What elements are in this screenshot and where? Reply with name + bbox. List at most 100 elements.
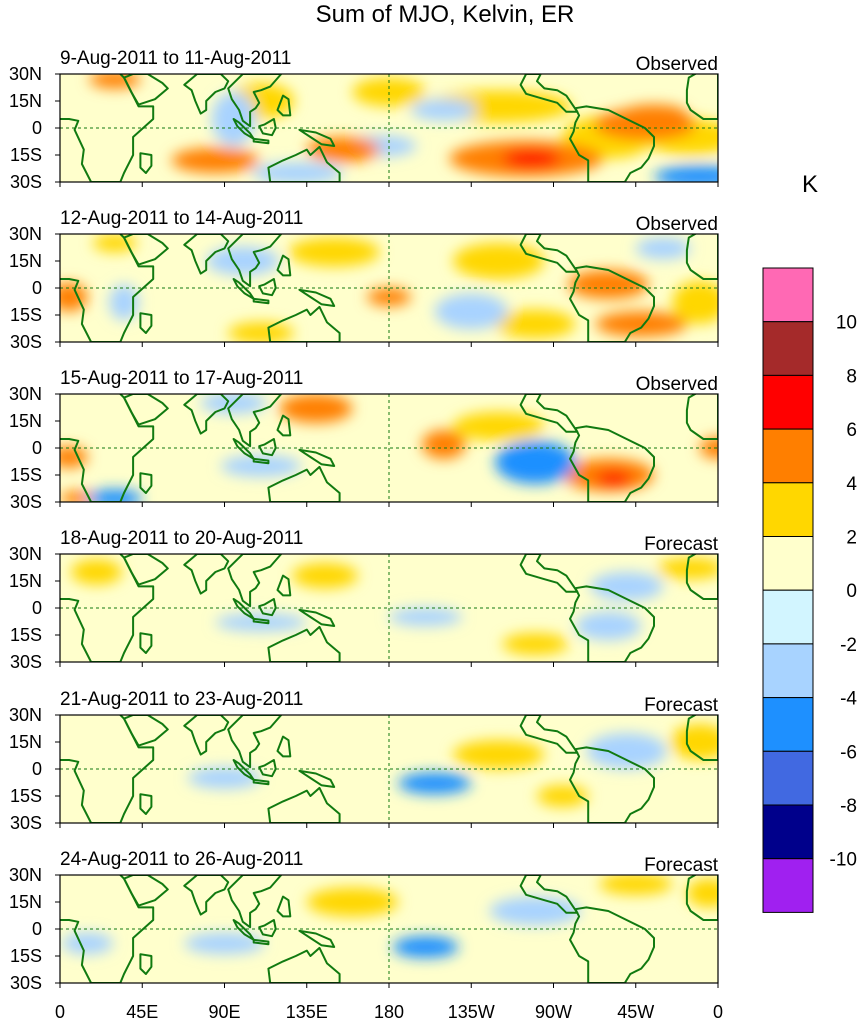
- coastline-centralam: [519, 715, 579, 754]
- anomaly-blob: [495, 309, 576, 339]
- coastline-india: [183, 234, 230, 275]
- colorbar-label: -4: [840, 689, 857, 710]
- panel-period: 24-Aug-2011 to 26-Aug-2011: [60, 849, 303, 870]
- panel-6: 30N 15N 0 15S 30S 24-Aug-2011 to 26-Aug-2011 F…: [9, 849, 719, 993]
- anomaly-blob: [489, 896, 581, 926]
- anomaly-blob: [672, 280, 718, 324]
- y-tick-label: 30S: [10, 652, 42, 672]
- coastline-borneo: [258, 598, 277, 617]
- coastline-southam: [569, 906, 655, 983]
- coastline-southam: [569, 585, 655, 662]
- panel-status: Observed: [636, 54, 718, 75]
- colorbar-label: 2: [846, 528, 857, 549]
- coastline-australia: [267, 946, 341, 983]
- coastline-madagascar: [139, 793, 153, 815]
- y-tick-label: 15N: [9, 732, 42, 752]
- colorbar-label: -8: [840, 796, 857, 817]
- coastline-africa: [60, 394, 155, 502]
- y-tick-label: 30N: [9, 865, 42, 885]
- y-tick-label: 0: [32, 438, 42, 458]
- anomaly-blob: [657, 557, 718, 580]
- y-tick-label: 15S: [10, 625, 42, 645]
- anomaly-blob: [306, 137, 380, 163]
- y-tick-label: 30N: [9, 224, 42, 244]
- anomaly-blob: [392, 936, 459, 958]
- panel-status: Observed: [636, 374, 718, 395]
- colorbar-label: 4: [846, 474, 857, 495]
- coastline-australia: [267, 625, 341, 662]
- coastline-australia: [267, 305, 341, 342]
- anomaly-blob: [593, 108, 697, 141]
- anomaly-blob: [635, 237, 691, 260]
- coastline-arabia: [123, 74, 169, 106]
- x-tick-label: 0: [55, 1002, 65, 1022]
- anomaly-blob: [89, 74, 141, 89]
- coastline-centralam: [519, 74, 579, 113]
- colorbar-label: 10: [836, 313, 857, 334]
- y-tick-label: 15S: [10, 946, 42, 966]
- coastline-madagascar: [139, 472, 153, 494]
- anomaly-blob: [87, 489, 143, 502]
- coastline-newguinea: [298, 288, 336, 307]
- y-tick-label: 30S: [10, 332, 42, 352]
- anomaly-blob: [595, 311, 687, 337]
- coastline-borneo: [258, 118, 277, 137]
- y-tick-label: 0: [32, 759, 42, 779]
- y-tick-label: 30N: [9, 384, 42, 404]
- panel-period: 9-Aug-2011 to 11-Aug-2011: [60, 48, 291, 69]
- y-tick-label: 30S: [10, 973, 42, 993]
- y-tick-label: 0: [32, 919, 42, 939]
- coastline-africa: [60, 715, 155, 823]
- coastline-africa: [60, 554, 155, 662]
- coastline-madagascar: [139, 152, 153, 174]
- colorbar-label: -6: [840, 742, 857, 763]
- anomaly-blob: [670, 724, 718, 760]
- panel-status: Forecast: [644, 534, 719, 555]
- coastline-centralam: [519, 394, 579, 433]
- coastline-borneo: [258, 438, 277, 457]
- coastline-westafrica: [685, 554, 718, 600]
- anomaly-blob: [452, 412, 545, 441]
- colorbar-label: 8: [846, 366, 857, 387]
- y-tick-label: 30S: [10, 813, 42, 833]
- coastline-centralam: [519, 554, 579, 593]
- coastline-philippines: [276, 574, 292, 597]
- anomaly-blob: [171, 147, 260, 173]
- x-tick-label: 135E: [286, 1002, 328, 1022]
- y-tick-label: 15N: [9, 411, 42, 431]
- anomaly-blob: [502, 149, 561, 168]
- coastline-java: [252, 617, 270, 625]
- coastline-java: [252, 778, 270, 786]
- anomaly-blob: [61, 932, 114, 955]
- anomaly-blob: [292, 563, 358, 589]
- coastline-borneo: [258, 919, 277, 938]
- panels: 30N 15N 0 15S 30S 9-Aug-2011 to 11-Aug-2011 Ob…: [9, 48, 719, 993]
- coastline-newguinea: [298, 608, 336, 627]
- colorbar-swatch: [762, 697, 814, 752]
- coastline-westafrica: [685, 875, 718, 921]
- anomaly-blob: [568, 270, 649, 299]
- x-tick-label: 135W: [448, 1002, 495, 1022]
- panel-5: 30N 15N 0 15S 30S 21-Aug-2011 to 23-Aug-2011 F…: [9, 689, 719, 833]
- coastline-australia: [267, 145, 341, 182]
- colorbar: 10 8 6 4 2 0 -2 -4 -6 -8 -10: [762, 267, 857, 913]
- panel-status: Forecast: [644, 695, 719, 716]
- anomaly-blob: [70, 559, 123, 585]
- anomaly-blob: [279, 394, 353, 423]
- x-axis: 0 45E 90E 135E 180 135W 90W 45W 0: [55, 1002, 723, 1022]
- coastline-philippines: [276, 254, 292, 277]
- y-tick-label: 0: [32, 598, 42, 618]
- coastline-africa: [60, 74, 155, 182]
- coastline-centralam: [519, 234, 579, 273]
- panel-period: 15-Aug-2011 to 17-Aug-2011: [60, 368, 303, 389]
- coastline-australia: [267, 786, 341, 823]
- coastline-westafrica: [685, 715, 718, 761]
- colorbar-swatch: [762, 858, 814, 913]
- y-tick-label: 15S: [10, 305, 42, 325]
- colorbar-label: -2: [840, 635, 857, 656]
- coastline-centralam: [519, 875, 579, 914]
- y-tick-label: 15N: [9, 91, 42, 111]
- colorbar-swatch: [762, 804, 814, 860]
- coastline-indochina: [227, 875, 283, 929]
- panel-status: Forecast: [644, 855, 719, 876]
